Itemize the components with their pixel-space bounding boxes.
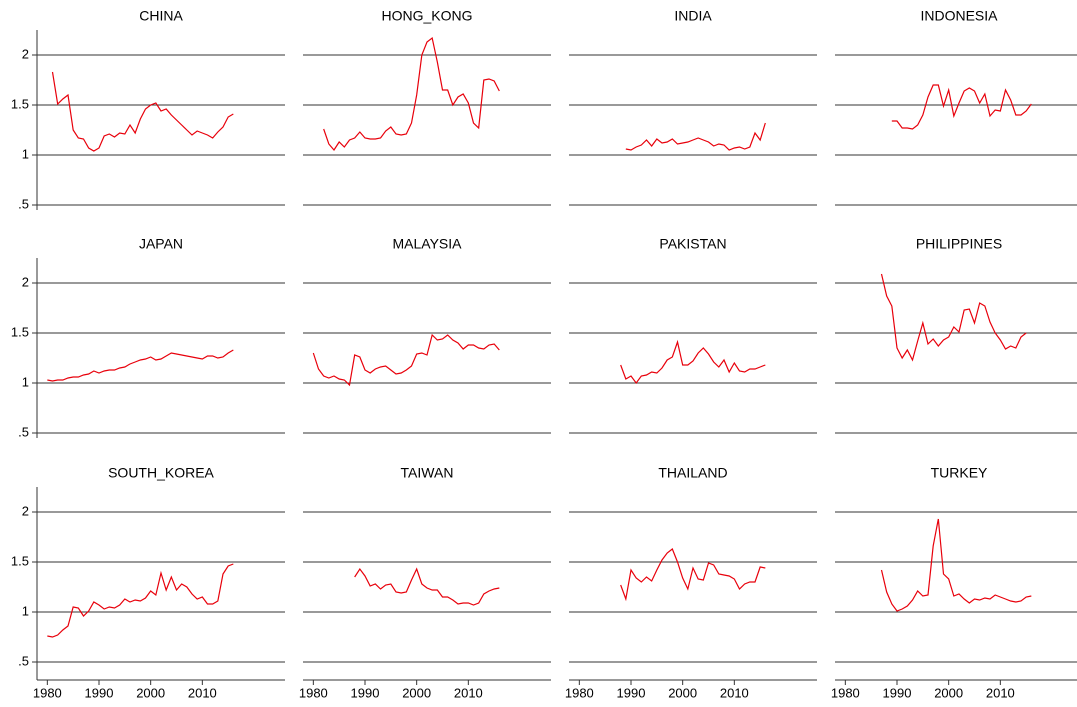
panel-title: THAILAND <box>658 465 727 481</box>
y-tick-label: 1.5 <box>11 553 29 568</box>
series-line <box>51 71 234 152</box>
panel-title: INDIA <box>674 8 712 24</box>
x-tick-label: 2000 <box>402 685 431 700</box>
panel-title: PHILIPPINES <box>916 236 1002 252</box>
series-line <box>891 84 1032 130</box>
series-line <box>323 36 500 151</box>
y-tick-label: 1 <box>22 146 29 161</box>
y-tick-label: 1.5 <box>11 96 29 111</box>
x-tick-label: 2010 <box>188 685 217 700</box>
x-tick-label: 2000 <box>934 685 963 700</box>
panel-title: MALAYSIA <box>393 236 463 252</box>
y-tick-label: 2 <box>22 503 29 518</box>
panel-title: PAKISTAN <box>659 236 726 252</box>
series-line <box>47 349 234 382</box>
series-line <box>620 548 766 602</box>
x-tick-label: 2000 <box>668 685 697 700</box>
x-tick-label: 2010 <box>720 685 749 700</box>
series-line <box>880 273 1027 362</box>
x-tick-label: 2010 <box>454 685 483 700</box>
panel-title: TAIWAN <box>401 465 454 481</box>
series-line <box>354 567 500 606</box>
panel-title: INDONESIA <box>920 8 998 24</box>
series-line <box>625 122 766 151</box>
series-line <box>880 518 1032 612</box>
x-tick-label: 2000 <box>136 685 165 700</box>
x-tick-label: 1990 <box>351 685 380 700</box>
y-tick-label: .5 <box>18 424 29 439</box>
y-tick-label: 2 <box>22 46 29 61</box>
x-tick-label: 1990 <box>617 685 646 700</box>
x-tick-label: 1980 <box>565 685 594 700</box>
x-tick-label: 1990 <box>85 685 114 700</box>
y-tick-label: 1.5 <box>11 324 29 339</box>
y-tick-label: .5 <box>18 196 29 211</box>
panel-title: TURKEY <box>931 465 988 481</box>
panel-title: JAPAN <box>139 236 183 252</box>
x-tick-label: 1980 <box>299 685 328 700</box>
panel-title: HONG_KONG <box>381 8 472 24</box>
y-tick-label: 1 <box>22 374 29 389</box>
series-line <box>312 333 500 387</box>
x-tick-label: 1980 <box>33 685 62 700</box>
series-line <box>47 563 234 638</box>
x-tick-label: 1980 <box>831 685 860 700</box>
x-tick-label: 1990 <box>883 685 912 700</box>
panel-title: SOUTH_KOREA <box>108 465 214 481</box>
y-tick-label: 1 <box>22 603 29 618</box>
series-line <box>620 339 766 385</box>
y-tick-label: 2 <box>22 274 29 289</box>
y-tick-label: .5 <box>18 653 29 668</box>
panel-title: CHINA <box>139 8 183 24</box>
x-tick-label: 2010 <box>986 685 1015 700</box>
